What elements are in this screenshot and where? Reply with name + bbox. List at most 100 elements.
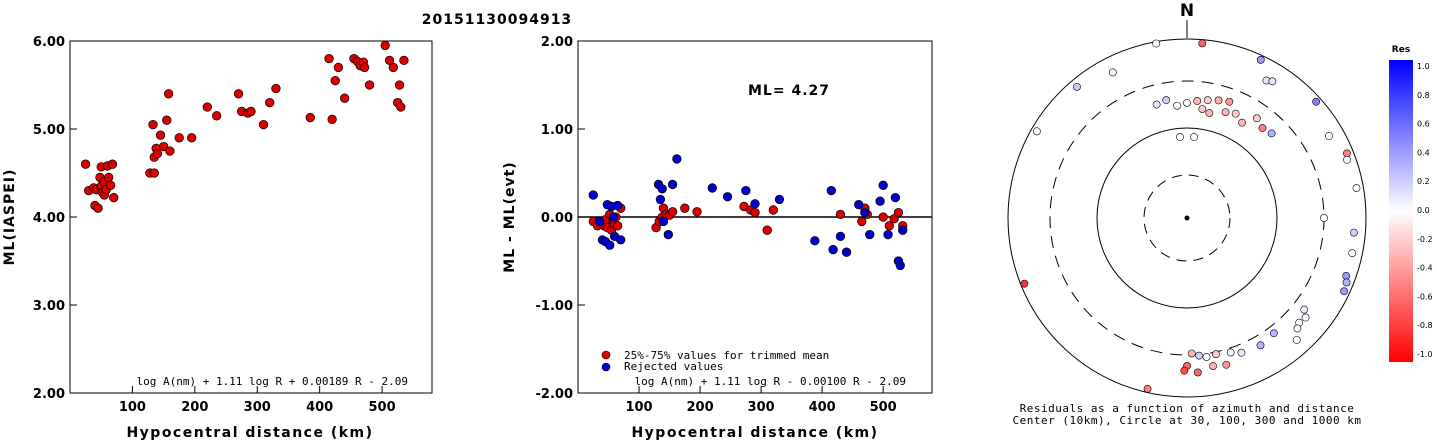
middle-point bbox=[750, 207, 760, 218]
polar-point bbox=[1209, 362, 1218, 370]
polar-point bbox=[1256, 55, 1265, 64]
colorbar-title: Res bbox=[1392, 45, 1410, 55]
polar-point bbox=[1292, 335, 1301, 344]
middle-point bbox=[655, 194, 666, 205]
middle-point bbox=[878, 212, 888, 222]
middle-x-tick-label: 500 bbox=[870, 400, 897, 415]
polar-point bbox=[1343, 155, 1351, 164]
middle-point bbox=[884, 221, 894, 231]
polar-point bbox=[1180, 366, 1189, 375]
colorbar: Res 1.0 0.8 0.6 0.4 0.2 0.0 -0.2 -0.4 -0.6 -0.8 -1… bbox=[1389, 45, 1433, 362]
middle-point bbox=[878, 180, 888, 190]
left-point bbox=[109, 192, 119, 203]
polar-point bbox=[1342, 278, 1351, 287]
north-label: N bbox=[1180, 1, 1194, 21]
left-point bbox=[258, 119, 269, 130]
polar-point bbox=[1212, 350, 1220, 359]
colorbar-tick-label: -0.6 bbox=[1417, 292, 1433, 301]
legend-label-rejected: Rejected values bbox=[624, 360, 723, 373]
polar-point bbox=[1237, 348, 1246, 357]
polar-point bbox=[1320, 214, 1328, 222]
middle-point bbox=[657, 184, 667, 194]
middle-point bbox=[667, 179, 678, 190]
middle-y-tick-label: 0.00 bbox=[541, 211, 573, 226]
polar-point bbox=[1225, 97, 1234, 106]
middle-point bbox=[588, 190, 598, 200]
colorbar-tick-label: 0.6 bbox=[1417, 120, 1430, 129]
left-point bbox=[152, 148, 163, 159]
left-point bbox=[158, 141, 169, 152]
left-point bbox=[162, 115, 172, 125]
middle-point bbox=[608, 212, 619, 222]
colorbar-tick-label: 0.0 bbox=[1417, 206, 1430, 215]
middle-point bbox=[741, 185, 751, 196]
polar-point bbox=[1176, 133, 1184, 141]
polar-point bbox=[1073, 82, 1081, 91]
polar-point bbox=[1221, 108, 1230, 116]
polar-point bbox=[1301, 313, 1310, 322]
legend-marker-rejected bbox=[601, 362, 611, 372]
middle-point bbox=[605, 240, 615, 250]
left-x-tick-label: 100 bbox=[119, 400, 146, 415]
polar-point bbox=[1252, 114, 1261, 123]
polar-points bbox=[1020, 39, 1361, 393]
middle-point bbox=[663, 229, 673, 240]
ring-30km bbox=[1143, 174, 1231, 262]
left-point bbox=[233, 89, 244, 99]
left-plot-frame bbox=[69, 40, 433, 394]
middle-point bbox=[594, 216, 605, 227]
left-panel: 2.00 3.00 4.00 5.00 6.00 100 200 300 400 500 ML(… bbox=[2, 35, 433, 441]
polar-point bbox=[1203, 96, 1212, 105]
middle-y-tick-label: 1.00 bbox=[541, 123, 573, 138]
middle-point bbox=[875, 196, 885, 206]
left-x-tick-label: 500 bbox=[368, 400, 395, 415]
middle-point bbox=[841, 247, 852, 257]
left-y-axis-label: ML(IASPEI) bbox=[2, 169, 18, 266]
left-point bbox=[396, 102, 406, 112]
polar-point bbox=[1205, 109, 1214, 117]
middle-x-tick-label: 400 bbox=[809, 400, 836, 415]
polar-point bbox=[1222, 360, 1231, 369]
left-y-ticks: 2.00 3.00 4.00 5.00 6.00 bbox=[33, 35, 77, 402]
legend-marker-used bbox=[601, 350, 611, 360]
colorbar-tick-label: 1.0 bbox=[1417, 62, 1430, 71]
colorbar-tick-label: 0.8 bbox=[1417, 91, 1430, 100]
polar-point bbox=[1300, 305, 1309, 314]
middle-point bbox=[865, 229, 875, 240]
middle-point bbox=[893, 207, 904, 218]
middle-point bbox=[722, 192, 733, 202]
left-point bbox=[333, 62, 344, 73]
polar-point bbox=[1193, 97, 1202, 105]
polar-point bbox=[1350, 228, 1358, 237]
ml-value-text: ML= 4.27 bbox=[748, 83, 830, 99]
polar-point bbox=[1020, 279, 1029, 288]
left-point bbox=[246, 106, 256, 117]
left-point bbox=[380, 40, 390, 51]
polar-point bbox=[1195, 351, 1203, 360]
left-point bbox=[212, 111, 222, 121]
middle-point bbox=[762, 225, 772, 235]
left-y-tick-label: 5.00 bbox=[33, 123, 65, 138]
polar-point bbox=[1268, 77, 1277, 86]
left-point bbox=[305, 112, 315, 123]
polar-point bbox=[1238, 118, 1246, 127]
middle-point bbox=[680, 203, 690, 213]
middle-point bbox=[692, 207, 702, 217]
polar-caption-1: Residuals as a function of azimuth and d… bbox=[1020, 402, 1355, 415]
left-point bbox=[105, 180, 116, 190]
legend-label-used: 25%-75% values for trimmed mean bbox=[624, 349, 829, 362]
polar-point bbox=[1152, 39, 1161, 48]
left-point bbox=[265, 97, 275, 108]
polar-point bbox=[1293, 324, 1302, 333]
polar-point bbox=[1152, 100, 1161, 109]
left-point bbox=[394, 80, 405, 90]
colorbar-tick-label: -0.2 bbox=[1417, 235, 1433, 244]
left-point bbox=[388, 62, 398, 73]
middle-point bbox=[667, 207, 678, 217]
polar-point bbox=[1342, 272, 1351, 280]
left-point bbox=[202, 102, 212, 112]
polar-point bbox=[1269, 329, 1278, 338]
middle-x-tick-label: 300 bbox=[748, 400, 775, 415]
left-point bbox=[155, 130, 166, 140]
middle-point bbox=[898, 225, 908, 235]
